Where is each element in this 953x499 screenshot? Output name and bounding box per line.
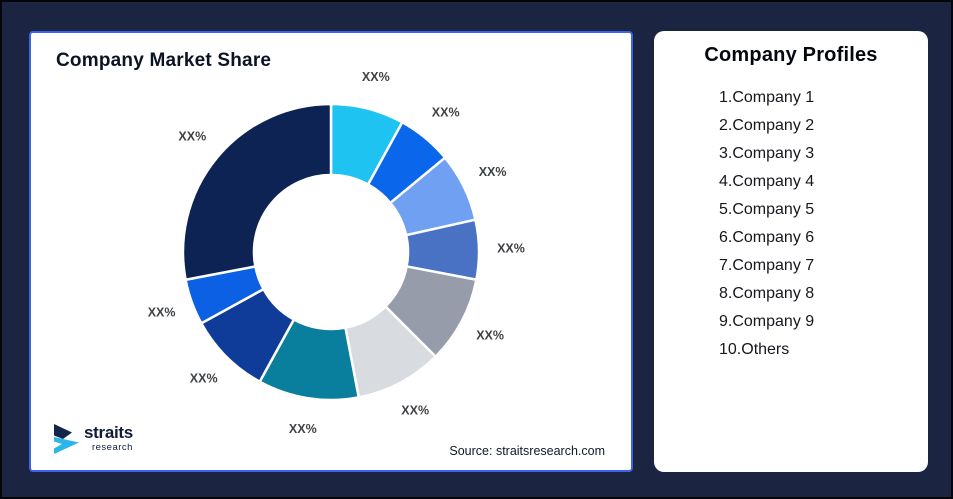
straits-logo-name: straits	[84, 423, 133, 443]
donut-segment-others	[181, 102, 333, 281]
profile-list-item: 4.Company 4	[719, 173, 815, 190]
profile-list-item: 8.Company 8	[719, 285, 815, 302]
market-share-card: Company Market Share XX% XX% XX% XX% XX% XX% X…	[29, 31, 633, 472]
profile-list-item: 2.Company 2	[719, 117, 815, 134]
company-profiles-title: Company Profiles	[704, 44, 878, 66]
donut-segment-label: XX%	[190, 372, 218, 386]
profile-list-item: 10.Others	[719, 341, 790, 358]
market-share-donut-chart: XX% XX% XX% XX% XX% XX% XX% XX% XX% XX%	[148, 70, 525, 436]
donut-segment-label: XX%	[401, 403, 429, 417]
company-profiles-card: Company Profiles 1.Company 1 2.Company 2 3…	[654, 31, 928, 472]
straits-logo: straits research	[53, 423, 133, 454]
donut-segment-label: XX%	[148, 305, 176, 319]
donut-segment-label: XX%	[476, 328, 504, 342]
donut-segment-label: XX%	[479, 165, 507, 179]
profile-list-item: 3.Company 3	[719, 145, 815, 162]
donut-segment-label: XX%	[178, 130, 206, 144]
profile-list-item: 6.Company 6	[719, 229, 815, 246]
source-text: Source: straitsresearch.com	[449, 444, 605, 458]
company-profiles-list: 1.Company 1 2.Company 2 3.Company 3 4.Compa…	[654, 90, 928, 358]
donut-segment-label: XX%	[432, 106, 460, 120]
profile-list-item: 9.Company 9	[719, 313, 815, 330]
donut-segment-label: XX%	[497, 241, 525, 255]
donut-segment-label: XX%	[362, 70, 390, 84]
donut-segment-label: XX%	[289, 422, 317, 436]
profile-list-item: 5.Company 5	[719, 201, 815, 218]
straits-logo-subtitle: research	[91, 442, 133, 454]
straits-logo-text: straits research	[84, 424, 133, 453]
profile-list-item: 7.Company 7	[719, 257, 815, 274]
profile-list-item: 1.Company 1	[719, 89, 815, 106]
market-share-title: Company Market Share	[56, 50, 272, 71]
straits-logo-icon	[54, 424, 79, 454]
